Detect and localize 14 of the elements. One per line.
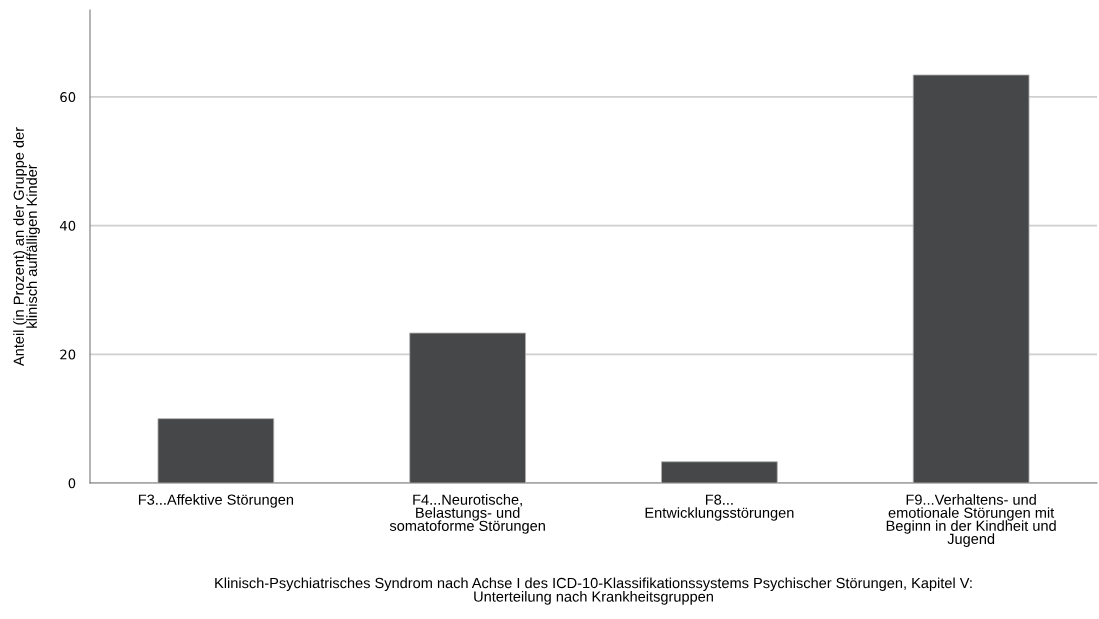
x-tick-label: F4...Neurotische, Belastungs- und somatoforme Störungen	[389, 494, 545, 534]
x-tick-label: F3...Affektive Störungen	[138, 494, 294, 508]
y-tick-label: 60	[60, 92, 76, 103]
x-tick-label: F9...Verhaltens- und emotionale Störungen mit Beginn in der Kindheit und Jugend	[886, 494, 1056, 547]
x-tick-label: F8... Entwicklungsstörungen	[645, 494, 794, 521]
y-axis-title: Anteil (in Prozent) an der Gruppe der klinisch auffälligen Kinder	[13, 127, 40, 367]
y-tick-label: 20	[60, 349, 76, 360]
y-tick-label: 0	[68, 478, 76, 489]
bar	[157, 418, 275, 483]
bar	[912, 74, 1030, 483]
bar	[409, 332, 526, 483]
y-tick-label: 40	[59, 220, 76, 231]
bar	[661, 461, 778, 483]
x-axis-title: Klinisch-Psychiatrisches Syndrom nach Achse I des ICD-10-Klassifikationssystems Psychischer Störungen, Kapitel V: Unterteilung nach Krankheitsgruppen	[215, 577, 972, 605]
